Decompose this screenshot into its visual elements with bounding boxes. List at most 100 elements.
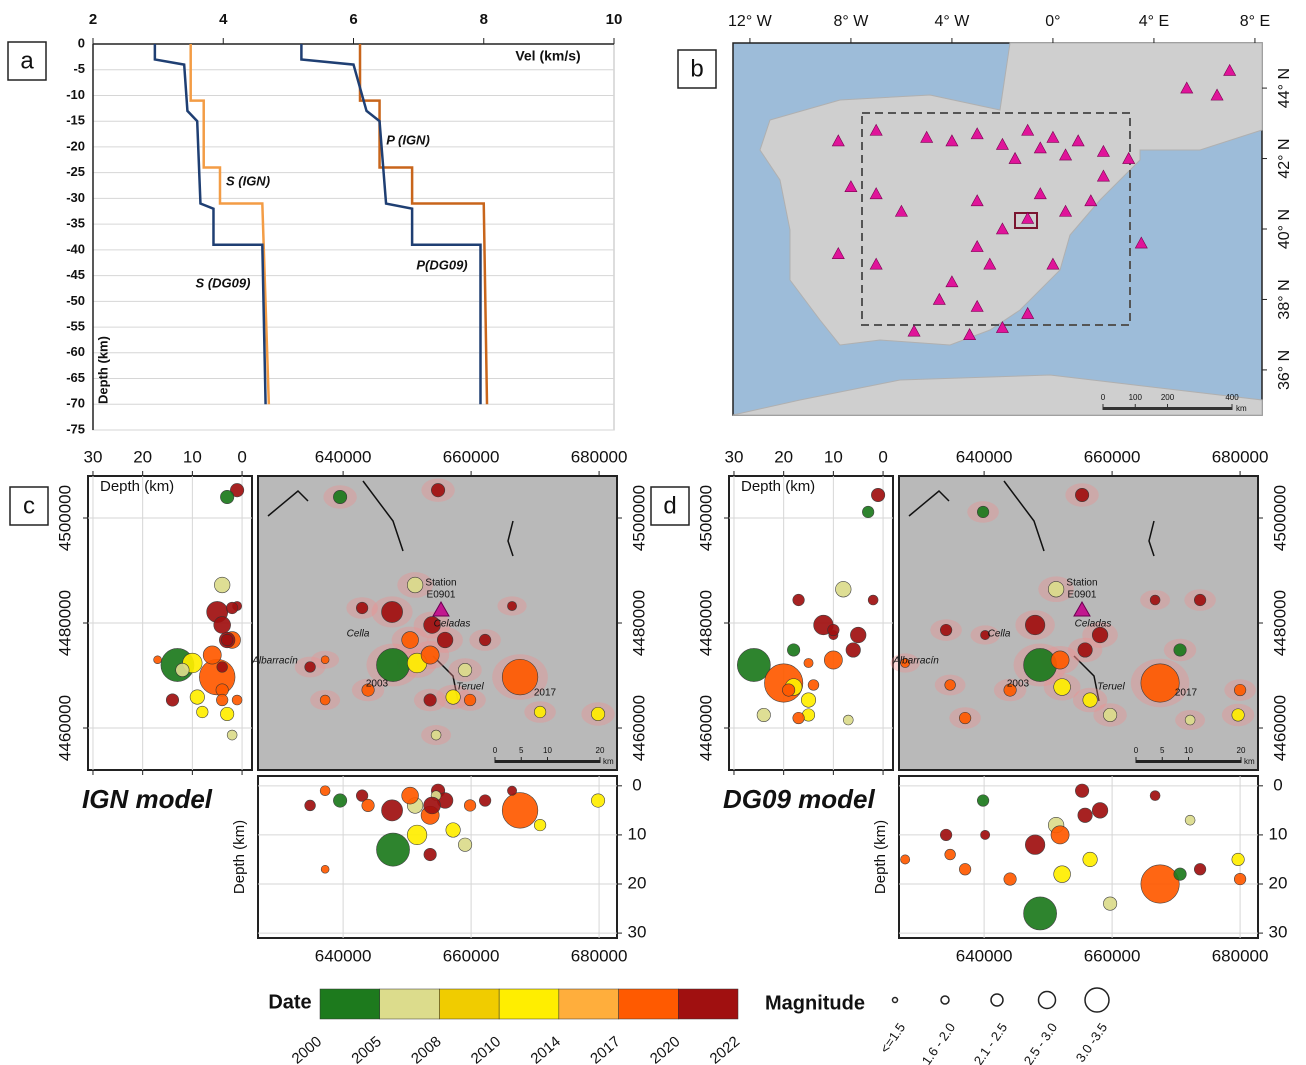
panel-letter: d [663, 492, 676, 519]
study-region [861, 112, 1131, 326]
left-depth-tick-label: 30 [725, 447, 744, 466]
station [1180, 81, 1194, 94]
scale-unit: km [603, 757, 614, 766]
map-relief [899, 476, 1258, 770]
event [1231, 708, 1245, 722]
station [1033, 187, 1047, 200]
event-section [507, 785, 517, 796]
x-tick-label: 660000 [443, 447, 500, 466]
event-depth-northing [213, 616, 231, 634]
series-label: P(DG09) [416, 257, 467, 272]
station [1059, 148, 1073, 161]
event-section [1075, 783, 1090, 798]
event-section [977, 794, 990, 807]
event-section [1025, 834, 1046, 855]
event [940, 623, 953, 637]
station [907, 324, 921, 337]
station [920, 130, 934, 143]
event-depth-northing [216, 661, 228, 673]
section-x-tick-label: 660000 [443, 946, 500, 965]
event-section [458, 837, 473, 852]
event-section [1173, 867, 1187, 881]
event [1050, 650, 1070, 670]
left-depth-tick-label: 10 [824, 447, 843, 466]
y-tick-label: -5 [73, 61, 85, 76]
y-tick-label: 4500000 [629, 485, 648, 551]
event [356, 601, 369, 615]
y-tick-label: 4480000 [1270, 590, 1289, 656]
event-section [1184, 814, 1196, 826]
x-tick-label: 4 [219, 11, 228, 28]
date-title: Date [268, 991, 311, 1013]
date-tick-label: 2000 [289, 1033, 325, 1065]
station [995, 321, 1009, 333]
station [1046, 130, 1060, 143]
event-section [1231, 852, 1245, 866]
event [430, 729, 442, 741]
event-section [356, 789, 369, 802]
y-tick-label: 36° N [1276, 350, 1293, 390]
date-swatch [618, 988, 679, 1020]
event [944, 679, 956, 691]
map-annotation: Station [1066, 578, 1097, 589]
scale-label: 5 [1160, 746, 1165, 755]
y-tick-label: 42° N [1276, 138, 1293, 178]
scale-label: 5 [519, 746, 524, 755]
event [1075, 487, 1090, 503]
left-y-tick-label: 4500000 [55, 485, 74, 551]
magnitude-label: 1.6 - 2.0 [919, 1020, 959, 1065]
y-tick-label: -55 [66, 319, 85, 334]
event [1140, 663, 1180, 703]
event-depth-northing [220, 706, 235, 722]
map-annotation: 2017 [1175, 688, 1198, 699]
y-tick-label: 40° N [1276, 209, 1293, 249]
y-tick-label: -50 [66, 293, 85, 308]
event [1103, 707, 1118, 723]
event-section [376, 832, 410, 867]
y-tick-label: -30 [66, 190, 85, 205]
station [869, 257, 883, 270]
panel-letter-box [650, 486, 690, 526]
section-x-tick-label: 680000 [571, 946, 628, 965]
depth-tick-label: 0 [632, 775, 641, 794]
left-depth-tick-label: 20 [133, 447, 152, 466]
event-section [407, 824, 428, 845]
section-depth-label: Depth (km) [231, 820, 248, 894]
event-section [401, 786, 419, 805]
velocity-line [153, 44, 267, 405]
velocity-line [189, 44, 271, 405]
event-depth-northing [807, 679, 820, 691]
event [381, 601, 403, 623]
event-depth-northing [800, 692, 817, 708]
station-marker [1073, 600, 1091, 617]
land [732, 374, 1263, 416]
station [844, 180, 858, 193]
station [970, 127, 984, 140]
event-depth-northing [189, 689, 205, 705]
x-tick-label: 0° [1045, 13, 1060, 30]
date-swatch [439, 988, 500, 1020]
panel-letter-box [677, 49, 717, 89]
left-depth-tick-label: 10 [183, 447, 202, 466]
event [376, 648, 410, 682]
map-frame [257, 475, 618, 771]
station [1046, 257, 1060, 270]
event [980, 630, 991, 640]
event [437, 631, 454, 649]
y-tick-label: 4480000 [629, 590, 648, 656]
event [1047, 581, 1065, 598]
magnitude-label: 3.0 -3.5 [1073, 1020, 1111, 1065]
depth-tick-label: 30 [628, 923, 647, 942]
event-depth-northing [737, 648, 771, 682]
left-y-tick-label: 4480000 [55, 590, 74, 656]
station [1096, 144, 1110, 157]
station [1210, 88, 1224, 101]
event [1077, 642, 1093, 658]
event-section [944, 848, 956, 861]
magnitude-label: <=1.5 [877, 1020, 908, 1056]
station [1021, 306, 1035, 319]
magnitude-symbol [1037, 990, 1057, 1010]
event [1025, 614, 1046, 636]
scale-label: 0 [1134, 746, 1139, 755]
